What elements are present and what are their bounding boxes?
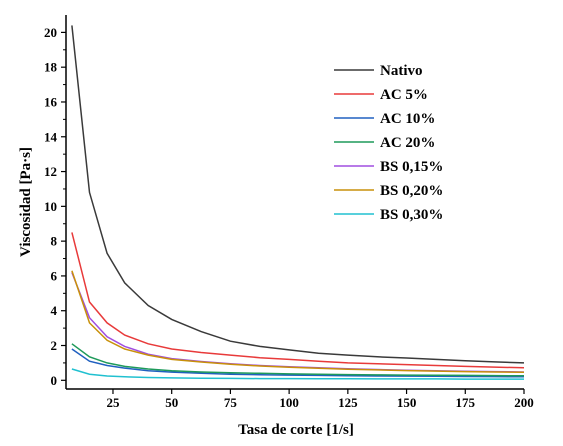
- y-tick-label-1: 2: [51, 338, 58, 353]
- legend-label-2: AC 10%: [380, 111, 435, 127]
- y-tick-label-5: 10: [44, 199, 57, 214]
- x-axis-title: Tasa de corte [1/s]: [238, 422, 354, 438]
- x-tick-label-7: 200: [514, 395, 534, 410]
- series-line-6: [71, 368, 524, 380]
- y-tick-label-8: 16: [44, 94, 58, 109]
- series-line-0: [71, 25, 525, 364]
- series-line-1: [71, 232, 525, 369]
- legend-label-6: BS 0,30%: [380, 207, 443, 223]
- series-line-2: [71, 348, 525, 378]
- series-layer: [71, 25, 525, 380]
- y-tick-label-2: 4: [51, 303, 58, 318]
- legend-label-1: AC 5%: [380, 87, 428, 103]
- legend-label-3: AC 20%: [380, 135, 435, 151]
- y-tick-label-3: 6: [51, 268, 58, 283]
- legend-label-0: Nativo: [380, 63, 423, 79]
- legend-label-4: BS 0,15%: [380, 159, 443, 175]
- axis-layer: [65, 15, 524, 390]
- x-tick-label-4: 125: [338, 395, 358, 410]
- x-tick-label-0: 25: [106, 395, 120, 410]
- series-line-3: [71, 343, 525, 377]
- legend-label-5: BS 0,20%: [380, 183, 443, 199]
- legend: Nativo AC 5% AC 10% AC 20% BS 0,15% BS 0,20% B…: [334, 63, 443, 223]
- y-tick-label-10: 20: [44, 25, 57, 40]
- x-tick-label-1: 50: [165, 395, 178, 410]
- series-line-5: [71, 270, 525, 374]
- x-tick-label-6: 175: [456, 395, 476, 410]
- y-tick-label-7: 14: [44, 129, 58, 144]
- x-tick-label-3: 100: [279, 395, 299, 410]
- y-tick-label-9: 18: [44, 60, 58, 75]
- y-tick-label-4: 8: [51, 234, 58, 249]
- x-tick-label-5: 150: [397, 395, 417, 410]
- y-tick-label-6: 12: [44, 164, 57, 179]
- series-line-4: [71, 272, 525, 373]
- y-tick-label-0: 0: [51, 373, 58, 388]
- y-axis-title: Viscosidad [Pa·s]: [18, 147, 34, 257]
- x-tick-label-2: 75: [224, 395, 238, 410]
- tick-layer: 25 50 75 100 125 150 175 200 0 2 4 6 8 10 12 14 16 18 20: [44, 25, 534, 410]
